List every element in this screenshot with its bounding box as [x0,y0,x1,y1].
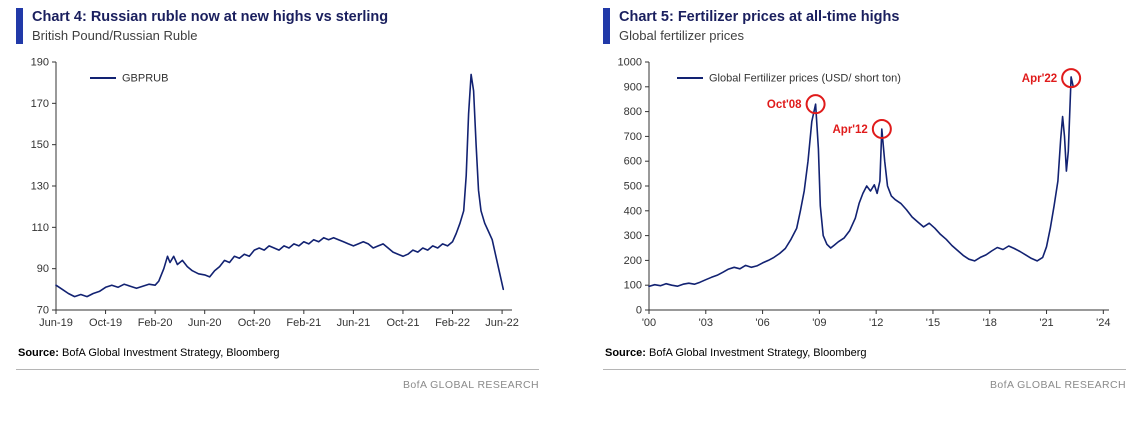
svg-text:'24: '24 [1096,317,1110,329]
svg-text:Feb-21: Feb-21 [286,317,321,329]
svg-text:110: 110 [31,222,49,234]
svg-text:300: 300 [624,230,642,242]
chart5-footer: BofA GLOBAL RESEARCH [603,369,1126,393]
svg-text:'15: '15 [926,317,940,329]
chart4-subtitle: British Pound/Russian Ruble [32,27,198,43]
svg-text:700: 700 [624,131,642,143]
chart4-title-texts: Chart 4: Russian ruble now at new highs … [32,8,388,44]
svg-text:'06: '06 [755,317,769,329]
svg-text:Jun-22: Jun-22 [485,317,519,329]
svg-text:Jun-19: Jun-19 [39,317,73,329]
chart5-title-accent-bar [603,8,610,45]
chart5-panel: Chart 5: Fertilizer prices at all-time h… [603,8,1126,422]
chart4-source-label: Source: [18,347,59,360]
chart4-panel: Chart 4: Russian ruble now at new highs … [16,8,539,422]
chart5-source: Source: BofA Global Investment Strategy,… [603,347,1126,359]
svg-text:'03: '03 [699,317,713,329]
chart4-title: Chart 4: Russian ruble now at new highs … [32,9,389,25]
svg-text:90: 90 [37,264,49,276]
svg-text:Oct-20: Oct-20 [238,317,271,329]
chart5-title-texts: Chart 5: Fertilizer prices at all-time h… [619,8,899,44]
svg-text:800: 800 [624,106,642,118]
svg-text:'21: '21 [1039,317,1053,329]
chart5-source-text: BofA Global Investment Strategy, Bloombe… [649,347,867,360]
svg-text:Jun-21: Jun-21 [337,317,371,329]
chart4-canvas: Jun-19 Oct-19 Feb-20 Jun-20 Oct-20 Feb-21 Jun-… [31,57,519,330]
chart5-title: Chart 5: Fertilizer prices at all-time h… [619,9,900,25]
svg-text:150: 150 [31,140,49,152]
chart4-source-text: BofA Global Investment Strategy, Bloombe… [62,347,280,360]
svg-text:Oct-21: Oct-21 [386,317,419,329]
chart5-area: '00 '03 '06 '09 '12 '15 '18 '21 '24 0 100 200 300 400… [603,50,1126,345]
chart4-source: Source: BofA Global Investment Strategy,… [16,347,539,359]
chart5-source-label: Source: [605,347,646,360]
chart4-footer-text: BofA GLOBAL RESEARCH [403,379,539,392]
svg-text:Jun-20: Jun-20 [188,317,222,329]
svg-text:Apr'22: Apr'22 [1022,74,1057,86]
svg-text:100: 100 [624,280,642,292]
svg-text:190: 190 [31,57,49,69]
chart4-footer: BofA GLOBAL RESEARCH [16,369,539,393]
svg-text:0: 0 [636,305,642,317]
svg-text:GBPRUB: GBPRUB [122,73,168,85]
svg-text:130: 130 [31,181,49,193]
svg-text:'09: '09 [812,317,826,329]
svg-text:Feb-22: Feb-22 [435,317,470,329]
chart5-title-row: Chart 5: Fertilizer prices at all-time h… [603,8,1126,45]
svg-text:600: 600 [624,156,642,168]
chart5-canvas: '00 '03 '06 '09 '12 '15 '18 '21 '24 0 100 200 300 400… [618,57,1111,330]
svg-text:170: 170 [31,98,49,110]
svg-text:Apr'12: Apr'12 [832,124,867,136]
svg-text:Feb-20: Feb-20 [138,317,173,329]
svg-text:900: 900 [624,82,642,94]
svg-text:'18: '18 [983,317,997,329]
svg-text:70: 70 [37,305,49,317]
svg-text:400: 400 [624,206,642,218]
svg-text:'12: '12 [869,317,883,329]
chart4-title-row: Chart 4: Russian ruble now at new highs … [16,8,539,45]
svg-text:Global Fertilizer prices (USD/: Global Fertilizer prices (USD/ short ton… [709,73,901,85]
svg-text:Oct'08: Oct'08 [767,100,802,112]
chart4-area: Jun-19 Oct-19 Feb-20 Jun-20 Oct-20 Feb-21 Jun-… [16,50,539,345]
svg-text:200: 200 [624,255,642,267]
chart5-subtitle: Global fertilizer prices [619,27,744,43]
svg-text:Oct-19: Oct-19 [89,317,122,329]
chart4-title-accent-bar [16,8,23,45]
svg-text:500: 500 [624,181,642,193]
svg-text:'00: '00 [642,317,656,329]
chart5-footer-text: BofA GLOBAL RESEARCH [990,379,1126,392]
svg-text:1000: 1000 [618,57,642,69]
